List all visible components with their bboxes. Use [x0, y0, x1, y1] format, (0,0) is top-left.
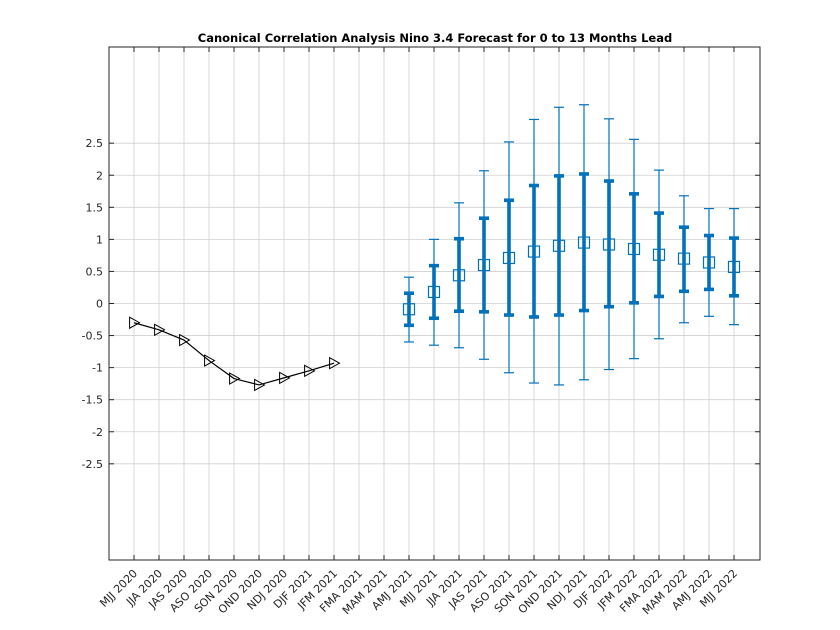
y-tick-label: -2.5 [82, 458, 103, 471]
chart-title: Canonical Correlation Analysis Nino 3.4 … [198, 31, 672, 45]
forecast-point [477, 258, 491, 272]
observed-point [254, 378, 266, 392]
forecast-point [502, 251, 516, 265]
forecast-point [702, 256, 716, 269]
y-tick-label: 0 [96, 298, 103, 311]
y-tick-label: -0.5 [82, 330, 103, 343]
y-tick-label: 0.5 [86, 265, 104, 278]
y-tick-label: -1 [92, 362, 103, 375]
forecast-point [527, 245, 541, 258]
forecast-point [652, 248, 666, 261]
observed-point [229, 372, 241, 385]
observed-point [329, 356, 341, 370]
forecast-point [727, 260, 741, 274]
y-axis-ticks: 2.5 2 1.5 1 0.5 0 -0.5 -1 -1.5 -2 -2.5 [82, 137, 760, 471]
observed-point [204, 354, 216, 367]
y-tick-label: -2 [92, 426, 103, 439]
observed-point [279, 371, 291, 385]
forecast-point [452, 269, 466, 282]
y-tick-label: 2.5 [86, 137, 104, 150]
forecast-point [427, 285, 441, 299]
y-tick-label: 2 [96, 169, 103, 182]
forecast-point [602, 238, 616, 251]
observed-point [179, 333, 191, 347]
plot-area-border [108, 46, 761, 561]
observed-point [129, 316, 141, 330]
forecast-point [627, 242, 641, 256]
observed-series [129, 316, 341, 392]
observed-point [304, 364, 316, 378]
observed-point [154, 323, 166, 337]
y-tick-label: 1 [96, 233, 103, 246]
y-tick-label: 1.5 [86, 201, 104, 214]
forecast-point [677, 252, 691, 265]
forecast-point [552, 239, 566, 252]
observed-line [133, 322, 335, 386]
forecast-series [402, 104, 741, 386]
y-tick-label: -1.5 [82, 394, 103, 407]
forecast-point [402, 303, 416, 316]
forecast-point [577, 236, 591, 249]
